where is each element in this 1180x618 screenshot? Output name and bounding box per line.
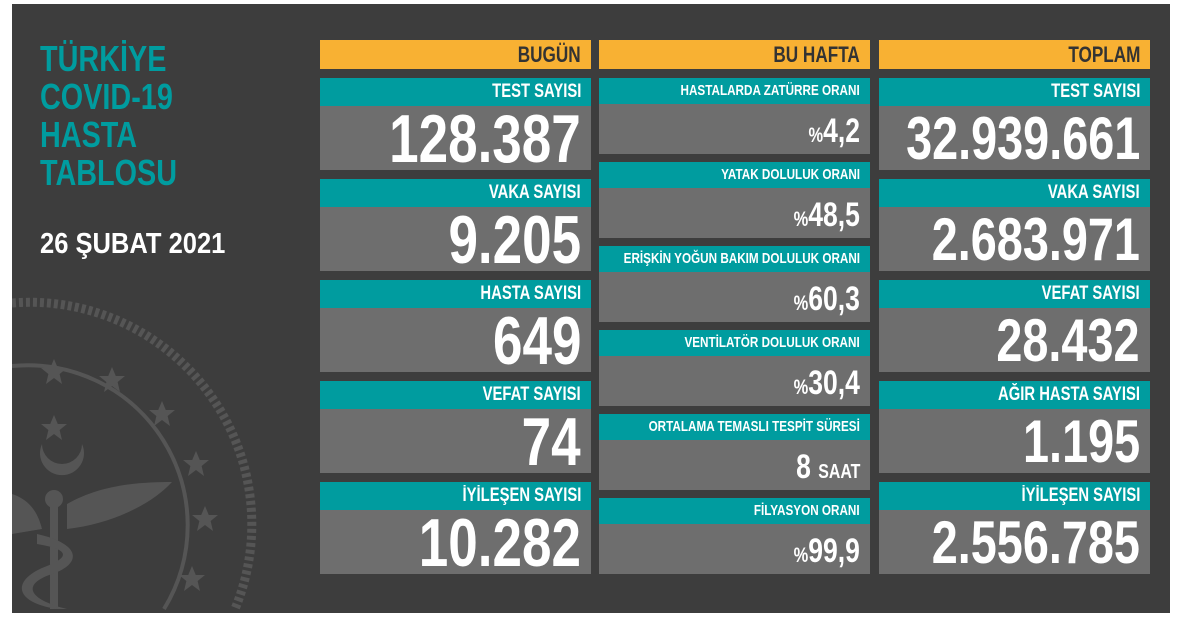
stat-value: 1.195 xyxy=(1022,408,1140,475)
stat-value: 9.205 xyxy=(448,202,581,278)
stat-value-box: 9.205 xyxy=(320,206,591,274)
stat-label: AĞIR HASTA SAYISI xyxy=(998,384,1140,406)
stat-value-group: %4,2 xyxy=(809,106,860,156)
stat-label: ORTALAMA TEMASLI TESPİT SÜRESİ xyxy=(648,418,860,436)
percent-sign: % xyxy=(793,544,809,567)
stat-label-box: ORTALAMA TEMASLI TESPİT SÜRESİ xyxy=(599,414,870,440)
stat-value-box: 2.556.785 xyxy=(879,510,1150,575)
stat-label: TEST SAYISI xyxy=(1050,81,1140,103)
stat-value-box: 128.387 xyxy=(320,105,591,173)
stat-value: 99,9 xyxy=(808,532,860,570)
stat-label-box: VEFAT SAYISI xyxy=(879,280,1150,308)
stat-label: İYİLEŞEN SAYISI xyxy=(1021,485,1140,507)
stat-value-group: %60,3 xyxy=(794,274,860,324)
stat-value: 2.683.971 xyxy=(931,206,1140,273)
stat-value: 48,5 xyxy=(808,196,860,234)
column-header-label: BU HAFTA xyxy=(773,42,860,67)
stat-value-box: 32.939.661 xyxy=(879,106,1150,171)
stat-label-box: AĞIR HASTA SAYISI xyxy=(879,381,1150,409)
stat-label-box: TEST SAYISI xyxy=(320,78,591,106)
stat-label: HASTALARDA ZATÜRRE ORANI xyxy=(680,82,860,100)
stat-label: YATAK DOLULUK ORANI xyxy=(721,166,860,184)
stat-value: 60,3 xyxy=(808,280,860,318)
stat-value-box: 8 SAAT xyxy=(599,440,870,490)
stat-value-box: %99,9 xyxy=(599,524,870,574)
stat-value: 10.282 xyxy=(418,505,581,581)
stat-label-box: İYİLEŞEN SAYISI xyxy=(879,482,1150,510)
stat-value: 128.387 xyxy=(389,101,581,177)
stat-label-box: VEFAT SAYISI xyxy=(320,381,591,409)
stat-label-box: HASTALARDA ZATÜRRE ORANI xyxy=(599,78,870,104)
stat-label: VAKA SAYISI xyxy=(1048,182,1140,204)
stat-value-box: 1.195 xyxy=(879,409,1150,474)
stat-value-group: 649 xyxy=(492,307,581,375)
percent-sign: % xyxy=(808,124,824,147)
stat-value: 2.556.785 xyxy=(931,509,1140,576)
stat-label-box: FİLYASYON ORANI xyxy=(599,498,870,524)
report-date: 26 ŞUBAT 2021 xyxy=(40,228,226,260)
stat-label: ERİŞKİN YOĞUN BAKIM DOLULUK ORANI xyxy=(623,250,860,268)
stat-value-group: %99,9 xyxy=(794,526,860,576)
stat-label: İYİLEŞEN SAYISI xyxy=(462,485,581,507)
stat-label: VEFAT SAYISI xyxy=(482,384,581,406)
stat-value: 8 xyxy=(795,448,811,486)
stat-value-group: 8 SAAT xyxy=(796,442,860,492)
stat-label-box: İYİLEŞEN SAYISI xyxy=(320,482,591,510)
stat-value-box: %4,2 xyxy=(599,104,870,154)
ministry-emblem-watermark xyxy=(12,297,257,611)
stat-value-box: %48,5 xyxy=(599,188,870,238)
stat-label: VENTİLATÖR DOLULUK ORANI xyxy=(684,334,860,352)
stat-value: 32.939.661 xyxy=(905,105,1140,172)
stat-value: 4,2 xyxy=(823,112,860,150)
stat-label-box: HASTA SAYISI xyxy=(320,280,591,308)
percent-sign: % xyxy=(793,376,809,399)
stat-value-box: %60,3 xyxy=(599,272,870,322)
stat-value-box: 649 xyxy=(320,307,591,375)
stat-value: 74 xyxy=(522,404,581,480)
column-header-label: BUGÜN xyxy=(518,42,581,67)
stat-value-group: 74 xyxy=(522,408,581,476)
stat-label-box: TEST SAYISI xyxy=(879,78,1150,106)
percent-sign: % xyxy=(793,208,809,231)
stat-value-group: %30,4 xyxy=(794,358,860,408)
stat-value-group: 2.556.785 xyxy=(932,511,1140,575)
stat-label-box: VENTİLATÖR DOLULUK ORANI xyxy=(599,330,870,356)
stat-value: 30,4 xyxy=(808,364,860,402)
column-header-today: BUGÜN xyxy=(320,40,591,69)
stat-value: 649 xyxy=(492,303,581,379)
percent-sign: % xyxy=(793,292,809,315)
stat-value-group: %48,5 xyxy=(794,190,860,240)
stat-label: HASTA SAYISI xyxy=(480,283,581,305)
stat-value-group: 2.683.971 xyxy=(932,208,1140,272)
stat-value: 28.432 xyxy=(996,307,1140,374)
stat-value-box: %30,4 xyxy=(599,356,870,406)
stat-label-box: VAKA SAYISI xyxy=(320,179,591,207)
dashboard-panel: TÜRKİYE COVID-19 HASTA TABLOSU 26 ŞUBAT … xyxy=(12,4,1170,613)
stat-label: FİLYASYON ORANI xyxy=(754,502,860,520)
stat-label: TEST SAYISI xyxy=(491,81,581,103)
page-title: TÜRKİYE COVID-19 HASTA TABLOSU xyxy=(40,38,178,193)
stat-value-group: 10.282 xyxy=(419,509,581,577)
column-header-total: TOPLAM xyxy=(879,40,1150,69)
stat-value-box: 74 xyxy=(320,408,591,476)
stat-value-group: 32.939.661 xyxy=(906,107,1140,171)
stat-value-group: 1.195 xyxy=(1023,410,1140,474)
stat-label-box: VAKA SAYISI xyxy=(879,179,1150,207)
column-header-label: TOPLAM xyxy=(1067,42,1140,67)
stat-value-group: 128.387 xyxy=(389,105,581,173)
stat-value-box: 28.432 xyxy=(879,308,1150,373)
stat-label: VAKA SAYISI xyxy=(489,182,581,204)
stat-unit: SAAT xyxy=(817,461,860,483)
stat-value-box: 10.282 xyxy=(320,509,591,577)
stat-label-box: ERİŞKİN YOĞUN BAKIM DOLULUK ORANI xyxy=(599,246,870,272)
stat-value-group: 28.432 xyxy=(997,309,1140,373)
stat-value-box: 2.683.971 xyxy=(879,207,1150,272)
stat-value-group: 9.205 xyxy=(448,206,581,274)
stat-label-box: YATAK DOLULUK ORANI xyxy=(599,162,870,188)
stat-label: VEFAT SAYISI xyxy=(1041,283,1140,305)
column-header-week: BU HAFTA xyxy=(599,40,870,69)
